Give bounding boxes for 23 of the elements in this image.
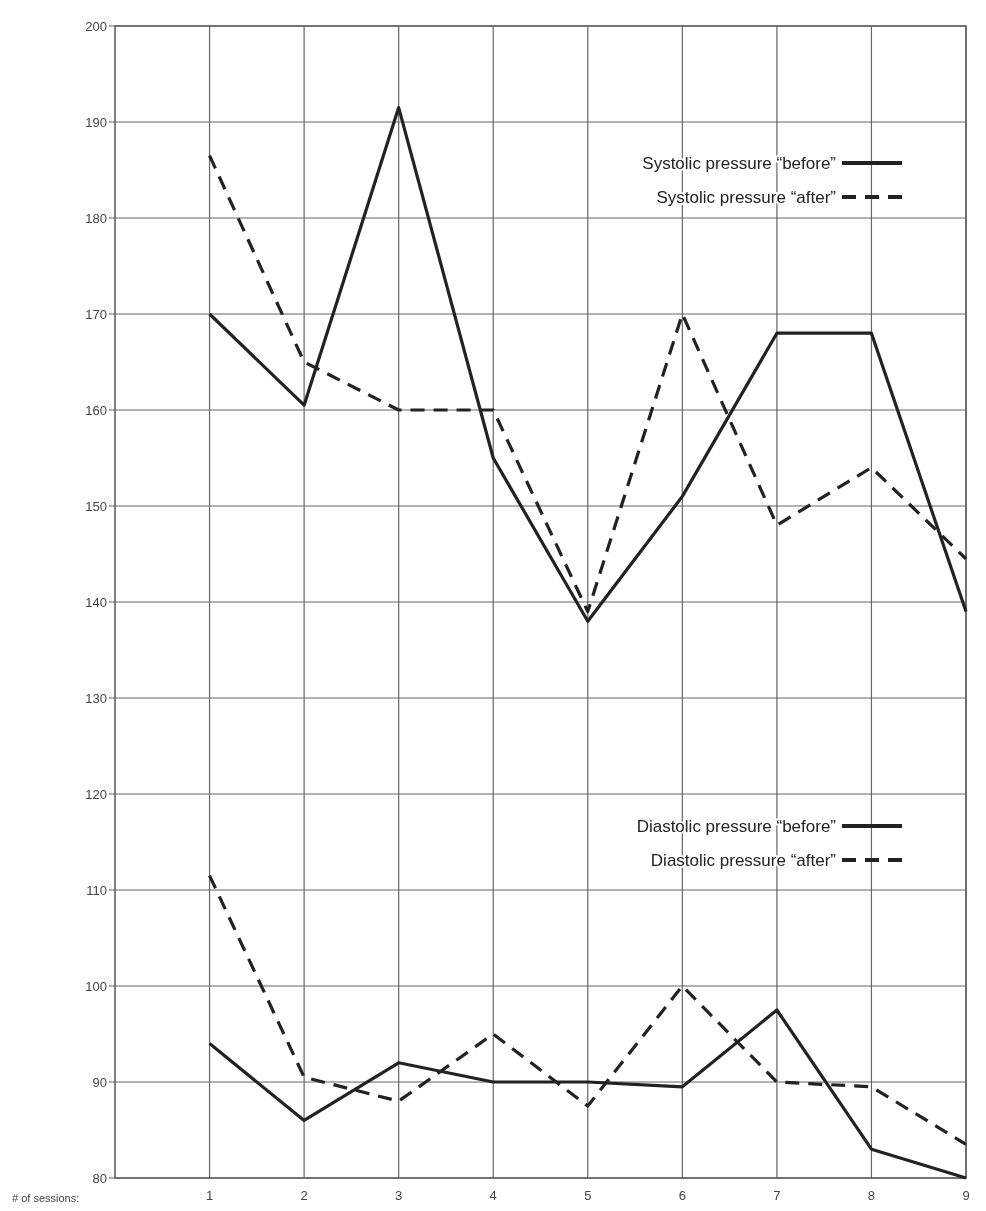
y-tick-label: 130	[85, 690, 107, 706]
x-tick-label: 7	[773, 1188, 781, 1203]
y-tick-label: 120	[85, 786, 107, 802]
y-tick-label: 170	[85, 306, 107, 322]
x-tick-label: 8	[867, 1188, 876, 1203]
x-tick-label: 3	[395, 1188, 403, 1203]
y-tick-label: 180	[85, 210, 107, 226]
x-axis-title: # of sessions:	[12, 1192, 80, 1204]
x-tick-label: 2	[300, 1188, 308, 1203]
y-tick-label: 150	[85, 498, 107, 514]
y-tick-label: 80	[92, 1170, 107, 1186]
x-tick-label: 6	[678, 1188, 686, 1203]
y-tick-label: 160	[85, 402, 107, 418]
y-tick-label: 200	[85, 18, 107, 34]
x-tick-label: 4	[489, 1188, 497, 1203]
x-tick-label: 9	[962, 1188, 970, 1203]
x-tick-label: 1	[205, 1188, 214, 1203]
y-tick-label: 110	[86, 882, 107, 898]
y-tick-label: 100	[85, 978, 107, 994]
y-tick-label: 140	[85, 594, 107, 610]
y-tick-label: 90	[92, 1074, 107, 1090]
x-tick-label: 5	[584, 1188, 592, 1203]
y-tick-label: 190	[85, 114, 107, 130]
